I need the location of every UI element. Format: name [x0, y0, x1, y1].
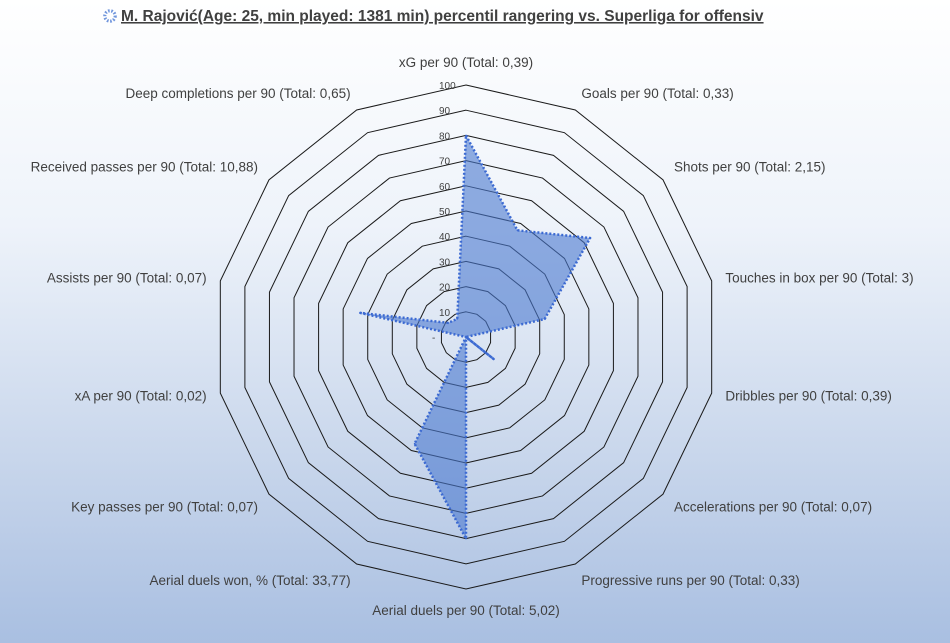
axis-label: Aerial duels won, % (Total: 33,77) [149, 573, 350, 588]
data-point [516, 229, 519, 232]
series-layer [359, 134, 592, 540]
data-point [413, 442, 416, 445]
data-point [447, 322, 450, 324]
tick-label: 70 [439, 157, 451, 168]
axis-label: Accelerations per 90 (Total: 0,07) [674, 499, 872, 514]
axis-label: Deep completions per 90 (Total: 0,65) [125, 86, 350, 101]
tick-label: 60 [439, 182, 451, 193]
axis-label: Received passes per 90 (Total: 10,88) [31, 160, 258, 175]
axis-label: Progressive runs per 90 (Total: 0,33) [581, 573, 799, 588]
data-point [465, 134, 467, 137]
data-point [465, 537, 467, 540]
axis-label: Aerial duels per 90 (Total: 5,02) [372, 603, 560, 618]
chart-title-text: M. Rajović(Age: 25, min played: 1381 min… [121, 8, 764, 25]
axis-label: xA per 90 (Total: 0,02) [75, 389, 207, 404]
data-point [543, 318, 546, 320]
tick-label: 10 [439, 308, 451, 319]
axis-label: Key passes per 90 (Total: 0,07) [71, 499, 258, 514]
tick-layer: - 10 20 30 40 50 60 70 80 90 100 [432, 81, 456, 344]
axis-label: xG per 90 (Total: 0,39) [399, 55, 533, 70]
data-point [465, 336, 467, 338]
data-point [589, 237, 591, 239]
tick-label: 80 [439, 131, 451, 142]
axis-label: Assists per 90 (Total: 0,07) [47, 270, 207, 285]
tick-label: 90 [439, 106, 451, 117]
data-point [456, 318, 459, 320]
tick-label: 50 [439, 207, 451, 218]
tick-label: 30 [439, 257, 451, 268]
data-point [492, 358, 495, 360]
legend-marker-icon [103, 9, 117, 23]
axis-label: Goals per 90 (Total: 0,33) [581, 86, 733, 101]
gridline-100 [219, 84, 713, 590]
gridline-90 [244, 109, 688, 565]
label-layer: xG per 90 (Total: 0,39) Goals per 90 (Tot… [31, 55, 914, 618]
axis-label: Touches in box per 90 (Total: 3) [725, 270, 913, 285]
chart-title: M. Rajović(Age: 25, min played: 1381 min… [103, 8, 764, 25]
axis-label: Shots per 90 (Total: 2,15) [674, 160, 826, 175]
data-point [359, 312, 362, 314]
axis-label: Dribbles per 90 (Total: 0,39) [725, 389, 892, 404]
tick-label: 40 [439, 232, 451, 243]
series-area-0 [359, 134, 592, 540]
tick-label: 100 [439, 81, 456, 92]
tick-label: 20 [439, 283, 451, 294]
tick-label: - [432, 333, 435, 344]
